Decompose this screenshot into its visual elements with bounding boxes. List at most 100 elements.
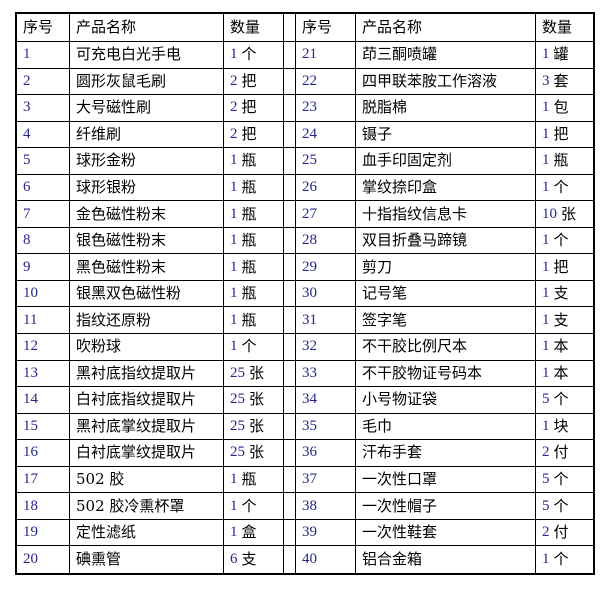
product-name-cell: 一次性鞋套 xyxy=(356,519,536,547)
col-header-no: 序号 xyxy=(17,14,70,42)
row-number-cell: 35 xyxy=(296,413,356,441)
product-name-cell: 白衬底指纹提取片 xyxy=(70,387,224,414)
product-name-cell: 金色磁性粉末 xyxy=(70,201,224,228)
row-number-cell: 21 xyxy=(296,42,356,69)
quantity-value: 10 xyxy=(542,205,557,222)
product-name-cell: 汗布手套 xyxy=(356,440,536,467)
row-number-cell: 37 xyxy=(296,466,356,494)
quantity-value: 1 xyxy=(230,152,238,169)
row-number-cell: 40 xyxy=(296,546,356,573)
product-name-cell: 球形银粉 xyxy=(70,174,224,202)
quantity-value: 5 xyxy=(542,497,550,514)
row-number: 3 xyxy=(23,99,31,116)
quantity-unit: 包 xyxy=(553,98,569,117)
row-number: 13 xyxy=(23,364,38,381)
spacer-cell xyxy=(284,227,296,255)
product-name-cell: 502 胶冷熏杯罩 xyxy=(70,493,224,520)
quantity-value: 1 xyxy=(230,497,238,514)
product-name-cell: 银色磁性粉末 xyxy=(70,227,224,255)
product-name-cell: 血手印固定剂 xyxy=(356,148,536,175)
product-name-cell: 四甲联苯胺工作溶液 xyxy=(356,68,536,96)
quantity-unit: 支 xyxy=(241,550,257,569)
quantity-unit: 个 xyxy=(553,390,569,409)
quantity-value: 2 xyxy=(230,99,238,116)
quantity-unit: 瓶 xyxy=(241,231,257,250)
spacer-cell xyxy=(284,174,296,202)
row-number-cell: 38 xyxy=(296,493,356,520)
quantity-value: 1 xyxy=(542,417,550,434)
spacer-cell xyxy=(284,14,296,42)
spacer-cell xyxy=(284,307,296,335)
spacer-cell xyxy=(284,68,296,96)
row-number-cell: 34 xyxy=(296,387,356,414)
product-name-cell: 一次性口罩 xyxy=(356,466,536,494)
product-name-cell: 小号物证袋 xyxy=(356,387,536,414)
row-number: 36 xyxy=(302,444,317,461)
quantity-unit: 瓶 xyxy=(241,204,257,223)
quantity-value: 1 xyxy=(542,125,550,142)
quantity-unit: 张 xyxy=(249,390,265,409)
row-number: 5 xyxy=(23,152,31,169)
product-name-cell: 毛巾 xyxy=(356,413,536,441)
quantity-value: 1 xyxy=(230,46,238,63)
row-number: 19 xyxy=(23,524,38,541)
row-number-cell: 5 xyxy=(17,148,70,175)
row-number: 17 xyxy=(23,471,38,488)
row-number: 26 xyxy=(302,179,317,195)
row-number: 33 xyxy=(302,364,317,381)
row-number: 22 xyxy=(302,72,317,89)
quantity-unit: 把 xyxy=(241,124,257,143)
spacer-cell xyxy=(284,440,296,467)
row-number-cell: 11 xyxy=(17,307,70,335)
quantity-unit: 本 xyxy=(553,363,569,382)
quantity-value: 1 xyxy=(542,285,550,302)
row-number-cell: 15 xyxy=(17,413,70,441)
product-name-cell: 脱脂棉 xyxy=(356,95,536,122)
product-name-cell: 定性滤纸 xyxy=(70,519,224,547)
quantity-value: 1 xyxy=(230,524,238,541)
spacer-cell xyxy=(284,493,296,520)
quantity-unit: 个 xyxy=(241,45,257,64)
row-number: 10 xyxy=(23,285,38,302)
quantity-value: 1 xyxy=(542,152,550,169)
quantity-unit: 把 xyxy=(241,98,257,117)
row-number-cell: 16 xyxy=(17,440,70,467)
row-number: 16 xyxy=(23,444,38,461)
quantity-unit: 本 xyxy=(553,337,569,356)
spacer-cell xyxy=(284,280,296,308)
spacer-cell xyxy=(284,148,296,175)
row-number: 30 xyxy=(302,285,317,302)
row-number: 32 xyxy=(302,338,317,355)
product-name-cell: 不干胶比例尺本 xyxy=(356,334,536,361)
row-number-cell: 10 xyxy=(17,280,70,308)
quantity-unit: 罐 xyxy=(553,45,569,64)
row-number: 24 xyxy=(302,125,317,142)
quantity-value: 1 xyxy=(542,551,550,568)
quantity-value: 1 xyxy=(230,311,238,328)
quantity-unit: 把 xyxy=(241,71,257,90)
spacer-cell xyxy=(284,254,296,281)
quantity-value: 2 xyxy=(230,72,238,89)
row-number: 15 xyxy=(23,417,38,434)
row-number-cell: 7 xyxy=(17,201,70,228)
quantity-unit: 付 xyxy=(553,443,569,462)
row-number: 4 xyxy=(23,125,31,142)
product-name-cell: 黑衬底指纹提取片 xyxy=(70,360,224,388)
spacer-cell xyxy=(284,387,296,414)
quantity-unit: 瓶 xyxy=(241,470,257,489)
product-name-cell: 铝合金箱 xyxy=(356,546,536,573)
row-number-cell: 2 xyxy=(17,68,70,96)
quantity-unit: 瓶 xyxy=(241,310,257,329)
